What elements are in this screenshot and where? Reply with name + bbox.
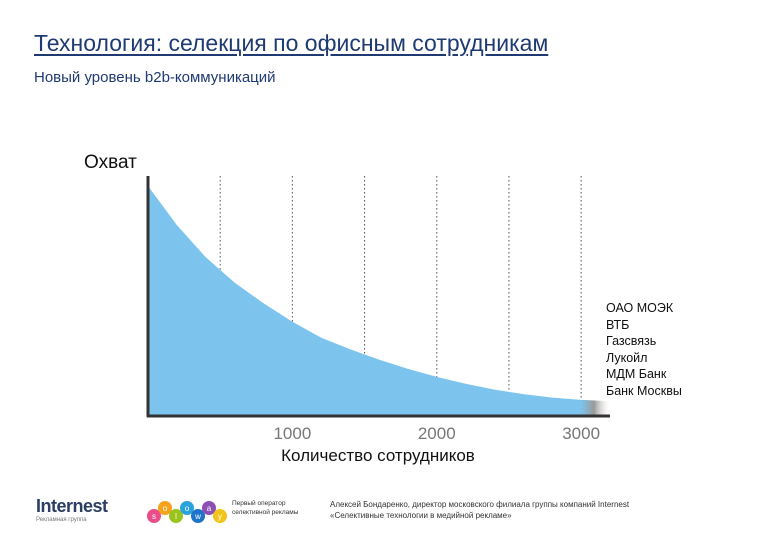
- internest-logo-word: Internest: [36, 496, 108, 516]
- footer-credit: Алексей Бондаренко, директор московского…: [330, 499, 629, 521]
- company-item: ВТБ: [606, 317, 630, 332]
- soloway-dot: [147, 509, 161, 523]
- x-tick-label: 3000: [562, 424, 600, 443]
- page-title: Технология: селекция по офисным сотрудни…: [34, 30, 549, 56]
- credit-line-1: Алексей Бондаренко, директор московского…: [330, 500, 630, 509]
- company-list: ОАО МОЭК ВТБ Газсвязь Лукойл МДМ Банк Банк Мо…: [606, 300, 682, 400]
- soloway-dot: [202, 501, 216, 515]
- company-item: ОАО МОЭК: [606, 301, 674, 315]
- x-tick-label: 1000: [273, 424, 311, 443]
- company-item: Лукойл: [606, 350, 648, 365]
- page-subtitle: Новый уровень b2b-коммуникаций: [34, 69, 276, 86]
- reach-area-tail: [581, 399, 610, 416]
- soloway-letter: o: [163, 504, 168, 513]
- soloway-dot: [158, 501, 172, 515]
- credit-line-2: «Селективные технологии в медийной рекла…: [330, 511, 512, 520]
- company-item: Банк Москвы: [606, 383, 682, 398]
- soloway-dot: [191, 509, 205, 523]
- x-tick-label: 2000: [418, 424, 456, 443]
- soloway-letter: s: [152, 512, 156, 521]
- reach-area: [148, 186, 582, 416]
- company-item: Газсвязь: [606, 334, 657, 349]
- internest-logo: Internest Рекламная группа: [36, 497, 126, 529]
- soloway-letter: o: [185, 504, 190, 513]
- soloway-letter: a: [207, 504, 212, 513]
- soloway-dot: [169, 509, 183, 523]
- soloway-letter: l: [175, 512, 177, 521]
- reach-area-chart: Охват 1000 2000 3000 Количество сотруднико…: [84, 152, 610, 465]
- soloway-tagline: Первый оператор селективной рекламы: [232, 500, 299, 516]
- y-axis-label: Охват: [84, 152, 137, 173]
- soloway-dot: [180, 501, 194, 515]
- x-axis-label: Количество сотрудников: [281, 446, 475, 465]
- soloway-dot: [213, 509, 227, 523]
- internest-logo-tag: Рекламная группа: [36, 517, 87, 523]
- soloway-letter: w: [194, 512, 201, 521]
- soloway-letter: y: [218, 512, 222, 521]
- company-item: МДМ Банк: [606, 367, 667, 382]
